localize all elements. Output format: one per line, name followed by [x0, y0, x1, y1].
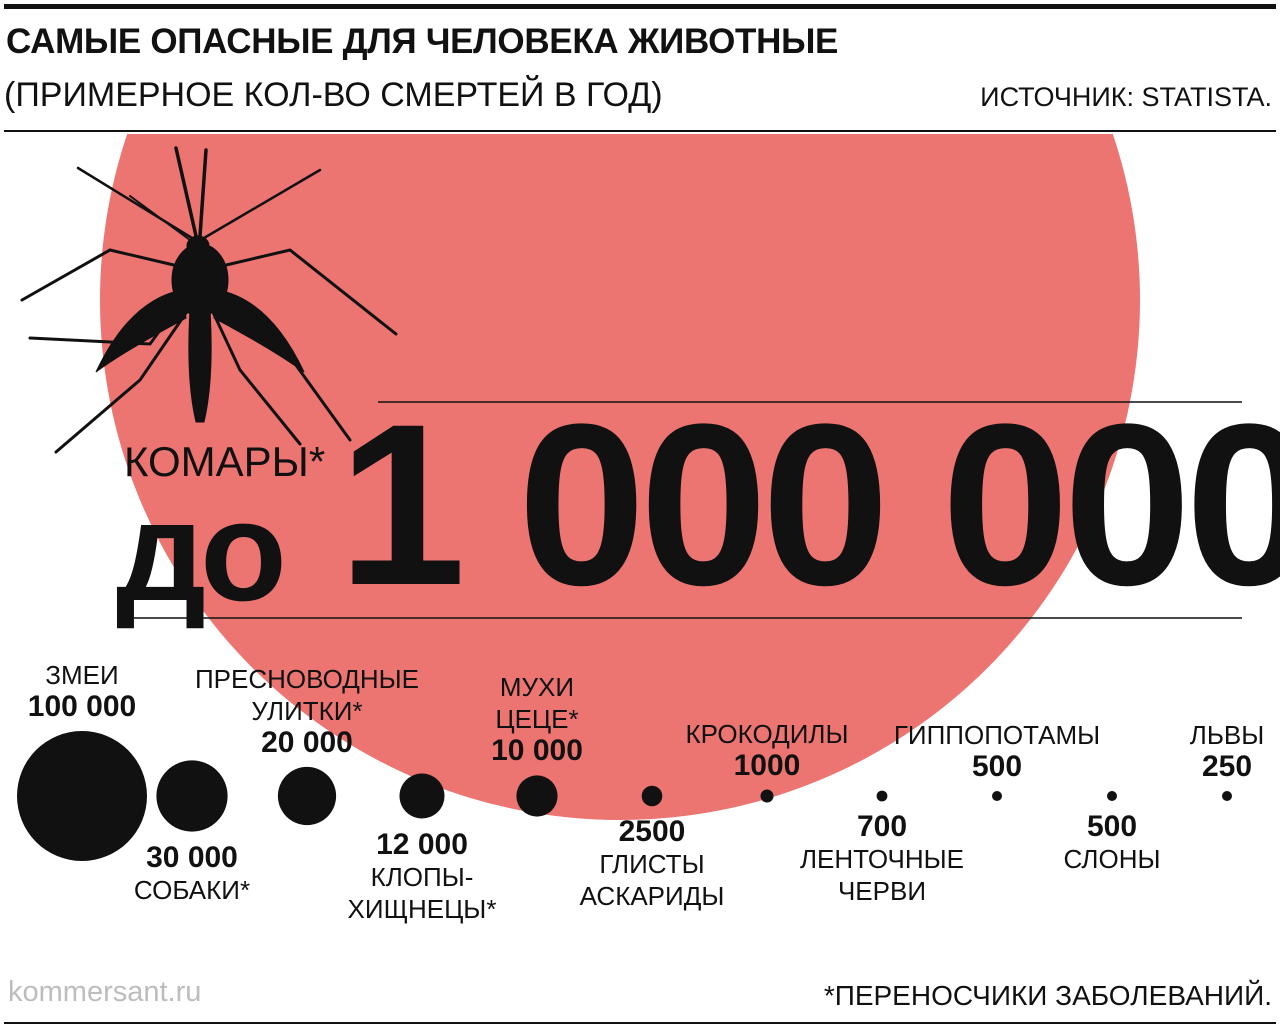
site-watermark: kommersant.ru	[8, 976, 202, 1008]
bubble-label: ПРЕСНОВОДНЫЕ УЛИТКИ* 20 000	[195, 663, 419, 759]
bubble-label: ЗМЕИ 100 000	[28, 659, 136, 723]
bubble-category: КЛОПЫ-	[370, 861, 474, 892]
bubble-category: ЗМЕИ	[45, 660, 119, 690]
footnote: *ПЕРЕНОСЧИКИ ЗАБОЛЕВАНИЙ.	[823, 980, 1272, 1011]
top-rule	[4, 4, 1276, 9]
bubble-1	[17, 731, 147, 861]
bubble-7	[760, 789, 774, 803]
bubble-category: АСКАРИДЫ	[579, 881, 725, 912]
mosquito-label: КОМАРЫ*	[124, 438, 326, 485]
bubble-category: ЧЕРВИ	[837, 876, 927, 907]
bubble-6	[641, 785, 663, 807]
bubble-value: 2500	[618, 815, 686, 849]
bubble-category: ЛЕНТОЧНЫЕ	[799, 844, 965, 875]
bubble-label: 12 000 КЛОПЫ- ХИЩНЕЦЫ*	[347, 827, 497, 925]
bubble-value: 500	[971, 750, 1023, 783]
bubble-8	[876, 790, 888, 802]
bubble-value: 250	[1201, 750, 1253, 783]
bubble-label: 2500 ГЛИСТЫ АСКАРИДЫ	[580, 816, 725, 912]
bubble-9	[992, 791, 1002, 801]
bubble-value: 700	[856, 810, 908, 844]
bubble-value: 30 000	[146, 840, 238, 874]
bubble-category: ГИППОПОТАМЫ	[893, 720, 1101, 750]
bubble-category: ПРЕСНОВОДНЫЕ	[194, 663, 420, 694]
bubble-category: МУХИ	[499, 672, 575, 703]
bubble-11	[1222, 791, 1232, 801]
bubble-category: ХИЩНЕЦЫ*	[347, 893, 497, 924]
bubble-5	[516, 775, 558, 817]
header-rule	[4, 130, 1276, 132]
bubble-label: ЛЬВЫ 250	[1190, 719, 1264, 783]
bubble-label: 500 СЛОНЫ	[1064, 811, 1161, 875]
bubble-category: КРОКОДИЛЫ	[685, 718, 849, 749]
bubble-label: КРОКОДИЛЫ 1000	[685, 718, 848, 782]
bubble-category: СОБАКИ*	[133, 874, 251, 905]
mosquito-value: 1 000 000	[338, 376, 1280, 633]
mosquito-value-prefix: до	[116, 472, 287, 631]
chart-subtitle: (ПРИМЕРНОЕ КОЛ-ВО СМЕРТЕЙ В ГОД)	[4, 76, 663, 114]
chart-title: САМЫЕ ОПАСНЫЕ ДЛЯ ЧЕЛОВЕКА ЖИВОТНЫЕ	[6, 22, 839, 61]
bubble-category: УЛИТКИ*	[251, 695, 363, 726]
bubble-label: 30 000 СОБАКИ*	[133, 840, 251, 906]
bubble-category: СЛОНЫ	[1063, 844, 1161, 874]
footer-rule	[4, 1022, 1276, 1024]
bubble-value: 10 000	[491, 734, 583, 768]
mosquito-icon	[20, 146, 398, 454]
bubble-value: 100 000	[27, 690, 137, 723]
bubble-label: МУХИ ЦЕЦЕ* 10 000	[491, 671, 583, 767]
bubble-label: ГИППОПОТАМЫ 500	[894, 719, 1100, 783]
bubble-4	[399, 773, 445, 819]
bubble-value: 20 000	[261, 725, 353, 759]
bubble-category: ЦЕЦЕ*	[495, 704, 579, 735]
bubble-category: ЛЬВЫ	[1189, 720, 1265, 750]
bubble-value: 12 000	[376, 827, 468, 861]
bubble-value: 500	[1086, 810, 1138, 843]
bubble-10	[1107, 791, 1117, 801]
bubble-2	[156, 760, 228, 832]
bubble-label: 700 ЛЕНТОЧНЫЕ ЧЕРВИ	[800, 811, 964, 907]
bubble-3	[277, 766, 337, 826]
bubble-category: ГЛИСТЫ	[599, 849, 705, 880]
bubble-value: 1000	[733, 748, 801, 782]
source-label: ИСТОЧНИК: STATISTA.	[980, 82, 1272, 112]
